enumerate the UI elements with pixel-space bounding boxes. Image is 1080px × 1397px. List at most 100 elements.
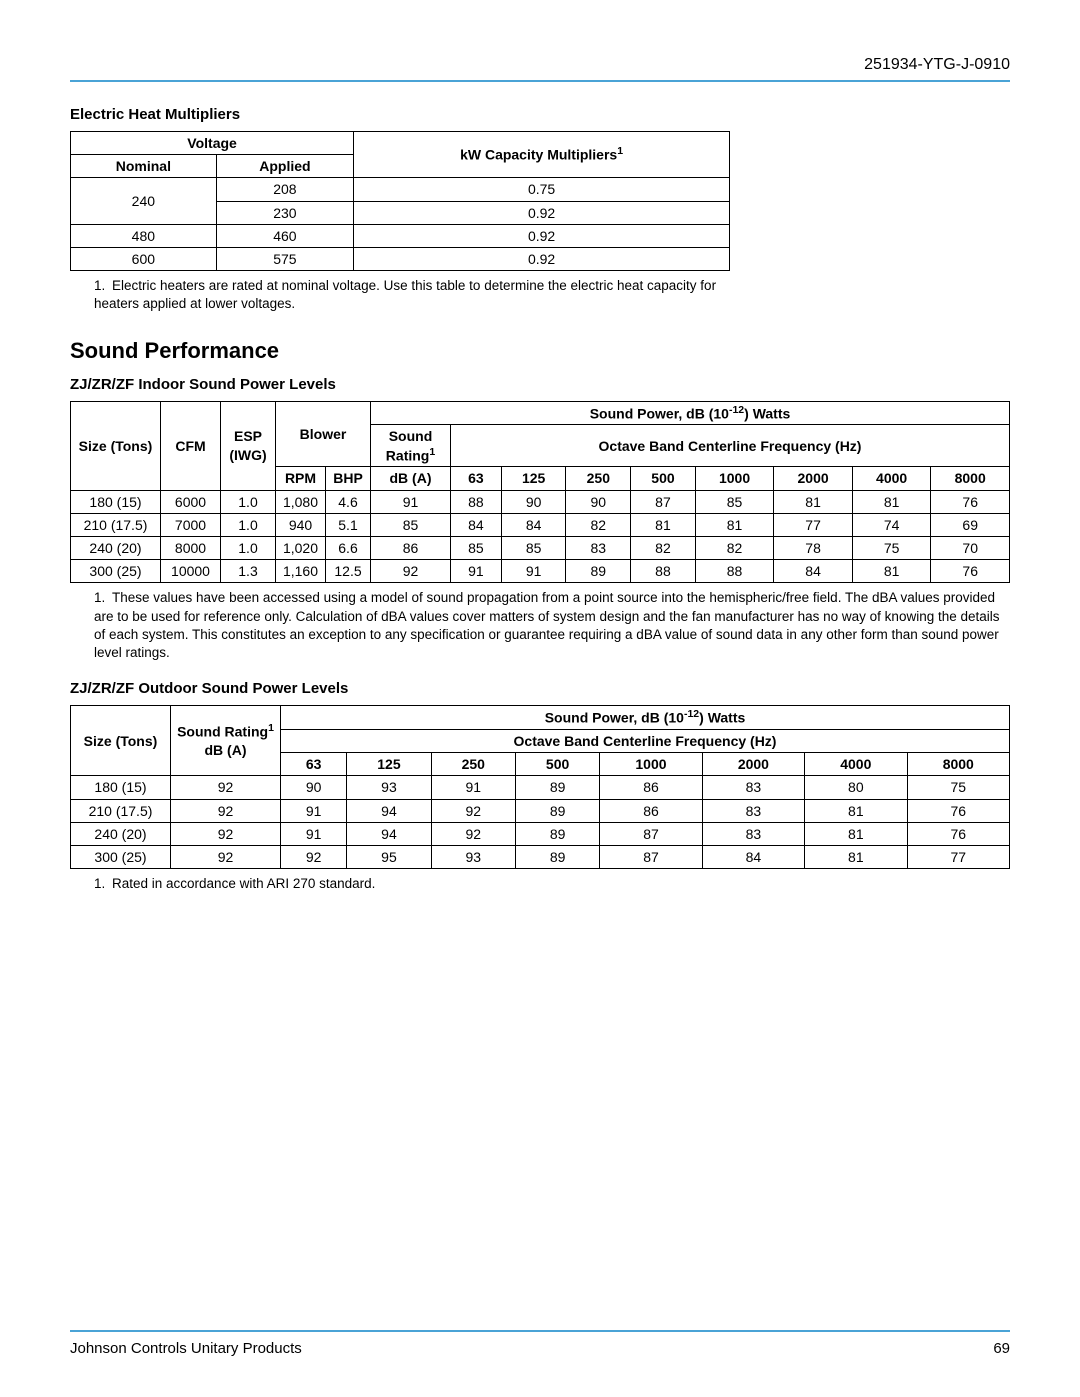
header-rule xyxy=(70,80,1010,82)
cell: 90 xyxy=(281,776,347,799)
cell: 83 xyxy=(566,537,631,560)
cell: 91 xyxy=(281,799,347,822)
cell: 94 xyxy=(347,799,431,822)
th-f-500: 500 xyxy=(631,467,696,490)
cell: 94 xyxy=(347,822,431,845)
table1-title: Electric Heat Multipliers xyxy=(70,106,1010,123)
sp-sup: -12 xyxy=(729,404,744,416)
cell: 10000 xyxy=(161,560,221,583)
cell: 93 xyxy=(347,776,431,799)
th-octave: Octave Band Centerline Frequency (Hz) xyxy=(451,425,1010,467)
th-multipliers: kW Capacity Multipliers1 xyxy=(354,132,730,178)
outdoor-sound-table: Size (Tons) Sound Rating1dB (A) Sound Po… xyxy=(70,705,1010,869)
th-f-8000: 8000 xyxy=(907,753,1009,776)
cell: 83 xyxy=(702,776,804,799)
cell: 84 xyxy=(702,846,804,869)
th-voltage: Voltage xyxy=(71,132,354,155)
cell: 76 xyxy=(907,822,1009,845)
cell: 81 xyxy=(695,513,774,536)
th-f-8000: 8000 xyxy=(931,467,1010,490)
cell: 87 xyxy=(600,822,702,845)
note-text: Electric heaters are rated at nominal vo… xyxy=(94,278,716,311)
table3-footnote: 1.Rated in accordance with ARI 270 stand… xyxy=(94,875,1010,893)
table-row: 240 (20)929194928987838176 xyxy=(71,822,1010,845)
cell: 210 (17.5) xyxy=(71,799,171,822)
table1-footnote: 1.Electric heaters are rated at nominal … xyxy=(94,277,754,313)
cell: 92 xyxy=(281,846,347,869)
th-esp: ESP (IWG) xyxy=(221,401,276,490)
th-applied: Applied xyxy=(216,155,353,178)
th-f-63: 63 xyxy=(281,753,347,776)
cell: 300 (25) xyxy=(71,560,161,583)
th-f-2000: 2000 xyxy=(774,467,853,490)
cell: 89 xyxy=(515,799,599,822)
table-row: 4804600.92 xyxy=(71,224,730,247)
th-mult-sup: 1 xyxy=(617,145,623,157)
cell-multiplier: 0.75 xyxy=(354,178,730,201)
table-row: 240 (20)80001.01,0206.686858583828278757… xyxy=(71,537,1010,560)
cell: 180 (15) xyxy=(71,490,161,513)
cell: 5.1 xyxy=(326,513,371,536)
cell: 89 xyxy=(566,560,631,583)
footer-left: Johnson Controls Unitary Products xyxy=(70,1340,302,1357)
cell: 76 xyxy=(931,490,1010,513)
cell: 86 xyxy=(600,799,702,822)
cell: 92 xyxy=(171,846,281,869)
cell: 95 xyxy=(347,846,431,869)
th-nominal: Nominal xyxy=(71,155,217,178)
cell: 89 xyxy=(515,822,599,845)
cell: 75 xyxy=(907,776,1009,799)
cell: 93 xyxy=(431,846,515,869)
cell: 86 xyxy=(371,537,451,560)
cell: 92 xyxy=(171,799,281,822)
cell: 89 xyxy=(515,776,599,799)
th-blower: Blower xyxy=(276,401,371,467)
cell: 91 xyxy=(501,560,566,583)
sr-text: Sound Rating xyxy=(177,724,268,740)
th-sound-power: Sound Power, dB (10-12) Watts xyxy=(371,401,1010,425)
table2-footnote: 1.These values have been accessed using … xyxy=(94,589,1010,662)
cell-multiplier: 0.92 xyxy=(354,201,730,224)
cell-multiplier: 0.92 xyxy=(354,224,730,247)
cell: 1,020 xyxy=(276,537,326,560)
cell: 87 xyxy=(600,846,702,869)
cell: 88 xyxy=(695,560,774,583)
th-f-125: 125 xyxy=(501,467,566,490)
th-mult-text: kW Capacity Multipliers xyxy=(460,147,617,163)
cell: 87 xyxy=(631,490,696,513)
cell: 78 xyxy=(774,537,853,560)
page-footer: Johnson Controls Unitary Products 69 xyxy=(70,1330,1010,1357)
sound-performance-heading: Sound Performance xyxy=(70,338,1010,364)
cell: 1.3 xyxy=(221,560,276,583)
th-size: Size (Tons) xyxy=(71,401,161,490)
cell: 91 xyxy=(431,776,515,799)
th-rpm: RPM xyxy=(276,467,326,490)
cell-applied: 208 xyxy=(216,178,353,201)
cell: 82 xyxy=(631,537,696,560)
table2-title: ZJ/ZR/ZF Indoor Sound Power Levels xyxy=(70,376,1010,393)
cell: 240 (20) xyxy=(71,537,161,560)
cell: 81 xyxy=(631,513,696,536)
cell: 91 xyxy=(281,822,347,845)
cell: 90 xyxy=(566,490,631,513)
cell: 82 xyxy=(695,537,774,560)
cell: 90 xyxy=(501,490,566,513)
electric-heat-multipliers-table: Voltage kW Capacity Multipliers1 Nominal… xyxy=(70,131,730,271)
note-number: 1. xyxy=(94,277,112,295)
th-f-4000: 4000 xyxy=(805,753,907,776)
cell: 4.6 xyxy=(326,490,371,513)
cell: 92 xyxy=(171,822,281,845)
note-number: 1. xyxy=(94,589,112,607)
th-dba: dB (A) xyxy=(371,467,451,490)
indoor-sound-table: Size (Tons) CFM ESP (IWG) Blower Sound P… xyxy=(70,401,1010,584)
table-row: 300 (25)929295938987848177 xyxy=(71,846,1010,869)
table-row: 6005750.92 xyxy=(71,247,730,270)
th-sound-rating: Sound Rating1dB (A) xyxy=(171,706,281,776)
cell: 240 (20) xyxy=(71,822,171,845)
cell: 81 xyxy=(774,490,853,513)
cell: 85 xyxy=(371,513,451,536)
cell: 85 xyxy=(451,537,502,560)
cell-applied: 575 xyxy=(216,247,353,270)
sr-dba: dB (A) xyxy=(205,742,247,758)
note-number: 1. xyxy=(94,875,112,893)
